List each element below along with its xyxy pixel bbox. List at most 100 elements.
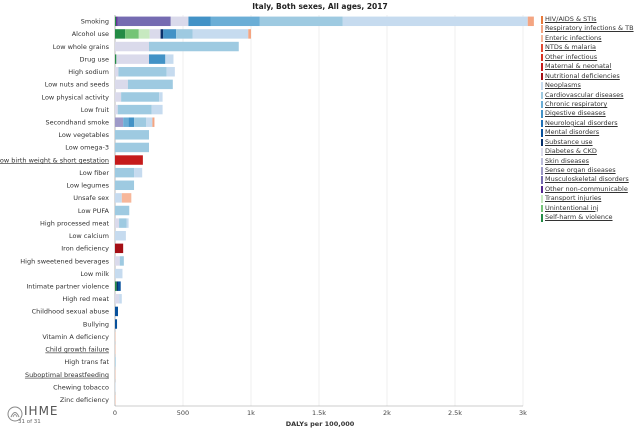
bar-segment[interactable] <box>115 79 128 90</box>
bar-segment[interactable] <box>152 117 155 127</box>
bar-segment[interactable] <box>115 180 135 191</box>
legend-label: Skin diseases <box>545 156 589 165</box>
bar-segment[interactable] <box>116 281 118 291</box>
bar-segment[interactable] <box>188 16 211 27</box>
bar-segment[interactable] <box>115 243 124 254</box>
bar-segment[interactable] <box>128 117 135 127</box>
category-label: High sweetened beverages <box>20 257 109 265</box>
category-label: Low legumes <box>66 182 109 190</box>
legend-item[interactable]: Unintentional inj <box>541 204 634 213</box>
bar-segment[interactable] <box>115 104 118 115</box>
bar-segment[interactable] <box>138 29 150 39</box>
legend-item[interactable]: Neoplasms <box>541 81 634 90</box>
bar-segment[interactable] <box>149 41 239 52</box>
legend-item[interactable]: NTDs & malaria <box>541 43 634 52</box>
bar-segment[interactable] <box>117 104 152 115</box>
legend-swatch <box>541 72 543 81</box>
bar-segment[interactable] <box>259 16 343 27</box>
bar-segment[interactable] <box>134 117 147 127</box>
bar-segment[interactable] <box>115 16 117 27</box>
bar-segment[interactable] <box>118 67 167 77</box>
bar-segment[interactable] <box>166 67 175 77</box>
legend-item[interactable]: Neurological disorders <box>541 119 634 128</box>
bar-segment[interactable] <box>115 130 149 140</box>
bar-segment[interactable] <box>115 167 135 178</box>
bar-segment[interactable] <box>115 294 120 304</box>
bar-segment[interactable] <box>119 294 122 304</box>
bar-segment[interactable] <box>151 104 163 115</box>
bar-segment[interactable] <box>115 256 120 266</box>
bar-segment[interactable] <box>176 29 193 39</box>
bar-segment[interactable] <box>117 16 171 27</box>
legend-item[interactable]: Self-harm & violence <box>541 213 634 222</box>
bar-segment[interactable] <box>116 54 149 64</box>
legend-item[interactable]: Cardiovascular diseases <box>541 91 634 100</box>
bar-segment[interactable] <box>134 167 143 178</box>
bar-segment[interactable] <box>115 218 120 228</box>
legend-item[interactable]: Sense organ diseases <box>541 166 634 175</box>
legend-item[interactable]: Other non-communicable <box>541 185 634 194</box>
bar-segment[interactable] <box>115 54 117 64</box>
legend-swatch <box>541 176 543 184</box>
legend-swatch <box>541 167 543 175</box>
bar-segment[interactable] <box>115 306 118 317</box>
bar-segment[interactable] <box>165 54 174 64</box>
bar-segment[interactable] <box>125 29 139 39</box>
bar-segment[interactable] <box>115 357 116 367</box>
bar-segment[interactable] <box>170 16 189 27</box>
bar-segment[interactable] <box>121 92 160 102</box>
bar-segment[interactable] <box>115 193 122 203</box>
legend-item[interactable]: Skin diseases <box>541 157 634 166</box>
legend-item[interactable]: Substance use <box>541 138 634 147</box>
legend-item[interactable]: Enteric infections <box>541 34 634 43</box>
legend-label: Sense organ diseases <box>545 166 616 174</box>
bar-segment[interactable] <box>126 218 129 228</box>
bar-segment[interactable] <box>192 29 249 39</box>
legend-item[interactable]: Maternal & neonatal <box>541 62 634 71</box>
bar-segment[interactable] <box>115 155 143 165</box>
bar-segment[interactable] <box>149 29 161 39</box>
bar-segment[interactable] <box>342 16 528 27</box>
legend-item[interactable]: Mental disorders <box>541 128 634 137</box>
bar-segment[interactable] <box>117 281 121 291</box>
bar-segment[interactable] <box>146 117 153 127</box>
bar-segment[interactable] <box>115 205 130 216</box>
bar-segment[interactable] <box>210 16 260 27</box>
bar-segment[interactable] <box>115 319 118 329</box>
legend-item[interactable]: Musculoskeletal disorders <box>541 175 634 184</box>
legend-item[interactable]: Chronic respiratory <box>541 100 634 109</box>
bar-segment[interactable] <box>119 218 127 228</box>
legend-item[interactable]: Nutritional deficiencies <box>541 72 634 81</box>
bar-segment[interactable] <box>115 281 117 291</box>
bar-segment[interactable] <box>115 230 126 241</box>
legend-item[interactable]: Diabetes & CKD <box>541 147 634 156</box>
legend-item[interactable]: HIV/AIDS & STIs <box>541 15 634 24</box>
bar-segment[interactable] <box>159 92 163 102</box>
bar-segment[interactable] <box>119 256 124 266</box>
bar-segment[interactable] <box>115 41 149 52</box>
x-tick-label: 2k <box>383 409 391 417</box>
bar-segment[interactable] <box>115 268 123 279</box>
bar-segment[interactable] <box>248 29 251 39</box>
bar-segment[interactable] <box>123 117 129 127</box>
bar-segment[interactable] <box>115 29 126 39</box>
bar-segment[interactable] <box>163 29 177 39</box>
bar-segment[interactable] <box>115 67 119 77</box>
bar-segment[interactable] <box>127 79 173 90</box>
bar-segment[interactable] <box>115 117 124 127</box>
bar-segment[interactable] <box>115 142 149 153</box>
legend-item[interactable]: Respiratory infections & TB <box>541 24 634 33</box>
bar-segment[interactable] <box>527 16 534 27</box>
legend-item[interactable]: Digestive diseases <box>541 109 634 118</box>
bar-segment[interactable] <box>116 16 118 27</box>
bar-segment[interactable] <box>121 193 132 203</box>
bar-segment[interactable] <box>160 29 164 39</box>
category-label: Low vegetables <box>58 131 109 139</box>
legend-item[interactable]: Transport injuries <box>541 194 634 203</box>
bar-segment[interactable] <box>149 54 166 64</box>
legend-swatch <box>541 82 543 90</box>
category-label: Chewing tobacco <box>53 383 109 391</box>
bar-segment[interactable] <box>115 92 122 102</box>
legend-item[interactable]: Other infectious <box>541 53 634 62</box>
